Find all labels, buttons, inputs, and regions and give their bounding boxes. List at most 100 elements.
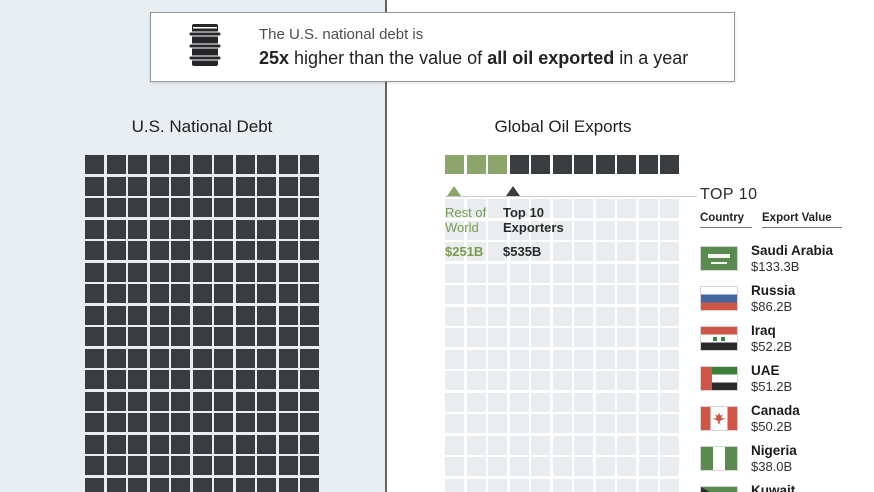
debt-unit-square [257, 391, 276, 411]
empty-unit-square [660, 414, 679, 433]
empty-unit-square [574, 306, 593, 326]
debt-unit-square [85, 348, 104, 368]
empty-unit-square [552, 199, 572, 218]
debt-unit-square [85, 434, 104, 454]
debt-unit-square [257, 262, 276, 282]
headline-line2: 25x higher than the value of all oil exp… [259, 48, 688, 69]
empty-unit-square [488, 242, 507, 261]
empty-unit-square [660, 306, 679, 326]
debt-unit-square [278, 241, 298, 260]
debt-unit-square [149, 391, 169, 411]
empty-unit-square [574, 285, 593, 304]
debt-unit-square [128, 370, 147, 389]
debt-unit-square [106, 219, 126, 239]
canada-flag-icon [700, 406, 738, 431]
country-cell: Nigeria $38.0B [751, 443, 797, 474]
empty-unit-square [638, 285, 658, 304]
debt-unit-square [214, 391, 233, 411]
export-value: $51.2B [751, 379, 793, 394]
debt-unit-square [300, 456, 319, 475]
country-name: Canada [751, 403, 800, 418]
saudi-arabia-flag-icon [700, 246, 738, 271]
empty-unit-square [617, 457, 636, 476]
debt-unit-square [192, 305, 212, 325]
empty-unit-square [617, 285, 636, 304]
empty-unit-square [466, 457, 486, 476]
debt-unit-square [171, 434, 190, 454]
debt-unit-square [192, 176, 212, 196]
empty-unit-square [574, 199, 593, 218]
empty-unit-square [445, 242, 464, 261]
debt-unit-square [85, 262, 104, 282]
debt-unit-square [257, 348, 276, 368]
debt-unit-square [235, 413, 255, 432]
empty-unit-square [445, 328, 464, 347]
empty-unit-square [531, 478, 550, 492]
top10-square [660, 155, 679, 174]
debt-unit-square [214, 176, 233, 196]
top10-exporters-value: $535B [503, 244, 542, 259]
debt-unit-square [214, 456, 233, 475]
empty-unit-square [552, 414, 572, 433]
empty-unit-square [531, 392, 550, 412]
debt-unit-square [278, 305, 298, 325]
country-cell: UAE $51.2B [751, 363, 792, 394]
debt-unit-square [149, 219, 169, 239]
export-value: $50.2B [751, 419, 793, 434]
empty-unit-square [595, 478, 615, 492]
empty-unit-square [660, 242, 679, 261]
empty-unit-square [509, 220, 529, 240]
empty-unit-square [466, 285, 486, 304]
empty-unit-square [660, 220, 679, 240]
debt-unit-square [214, 262, 233, 282]
debt-unit-square [278, 219, 298, 239]
debt-unit-square [278, 284, 298, 303]
empty-unit-square [531, 199, 550, 218]
empty-unit-square [638, 478, 658, 492]
rest-of-world-square [488, 155, 507, 174]
table-row: Russia $86.2B [700, 283, 842, 323]
country-cell: Canada $50.2B [751, 403, 800, 434]
empty-unit-square [466, 414, 486, 433]
empty-unit-square [574, 349, 593, 369]
empty-unit-square [509, 285, 529, 304]
empty-unit-square [638, 263, 658, 283]
debt-unit-square [278, 198, 298, 217]
multiplier-text: 25x [259, 47, 290, 68]
debt-unit-square [300, 327, 319, 346]
debt-unit-square [300, 305, 319, 325]
debt-unit-square [106, 155, 126, 174]
debt-unit-square [149, 176, 169, 196]
empty-unit-square [531, 263, 550, 283]
debt-unit-square [106, 176, 126, 196]
table-body: Saudi Arabia $133.3B Russia $86.2B Iraq $52.2… [700, 243, 842, 492]
top10-exporters-label: Top 10 Exporters $535B [503, 205, 564, 259]
empty-unit-square [488, 414, 507, 433]
debt-unit-square [214, 198, 233, 217]
debt-unit-square [235, 241, 255, 260]
debt-unit-square [235, 176, 255, 196]
top10-square [531, 155, 550, 174]
debt-unit-square [278, 155, 298, 174]
empty-unit-square [488, 306, 507, 326]
empty-unit-square [595, 435, 615, 455]
rest-of-world-label: Rest of World $251B [445, 205, 486, 259]
empty-unit-square [445, 306, 464, 326]
debt-unit-square [192, 434, 212, 454]
debt-unit-square [214, 305, 233, 325]
debt-unit-square [192, 413, 212, 432]
empty-unit-square [509, 328, 529, 347]
empty-unit-square [509, 306, 529, 326]
empty-unit-square [595, 371, 615, 390]
empty-unit-square [445, 220, 464, 240]
debt-unit-square [192, 284, 212, 303]
debt-unit-square [300, 176, 319, 196]
empty-unit-square [617, 263, 636, 283]
empty-unit-square [617, 242, 636, 261]
empty-unit-square [617, 478, 636, 492]
uae-flag-icon [700, 366, 738, 391]
debt-unit-square [257, 241, 276, 260]
debt-unit-square [278, 370, 298, 389]
debt-unit-square [128, 413, 147, 432]
